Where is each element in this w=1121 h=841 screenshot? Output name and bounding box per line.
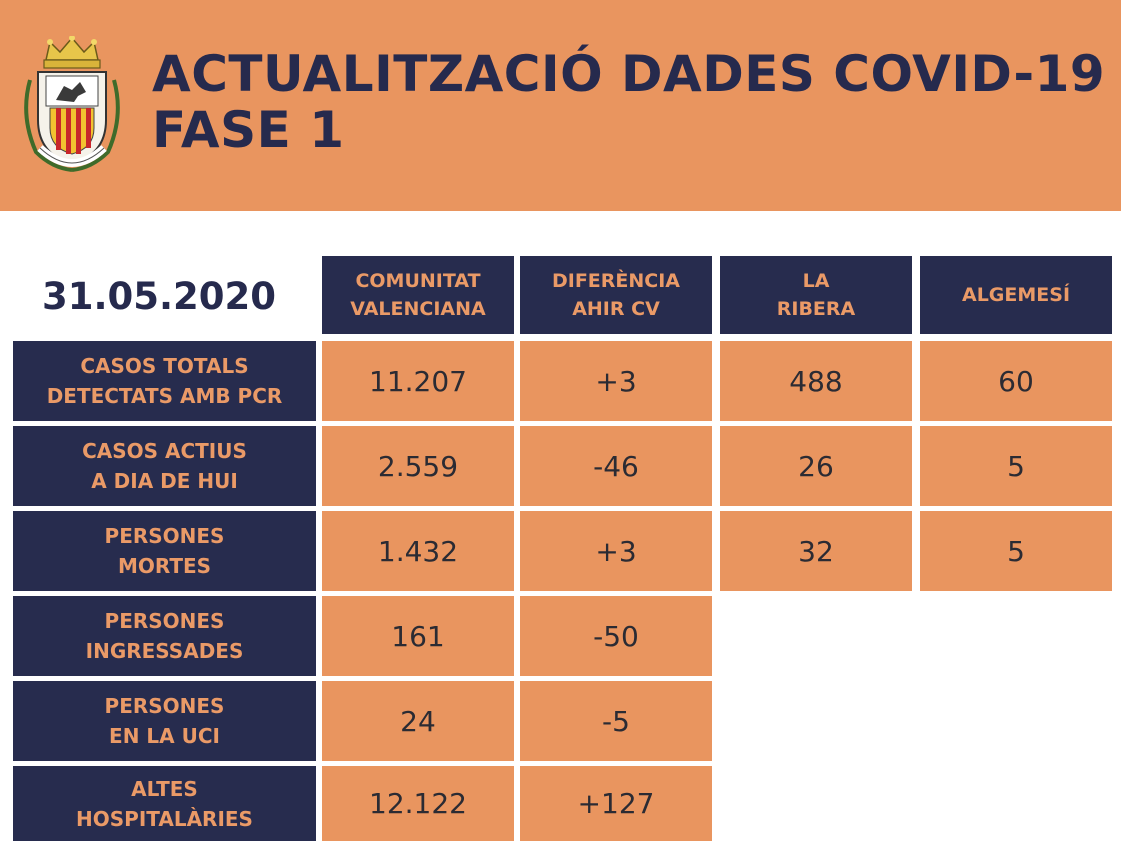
row-header-casos-totals: CASOS TOTALS DETECTATS AMB PCR	[13, 341, 316, 421]
row-header-altes-hospitalaries: ALTES HOSPITALÀRIES	[13, 766, 316, 841]
table-cell: 24	[322, 681, 514, 761]
table-cell: +127	[520, 766, 712, 841]
table-cell: -50	[520, 596, 712, 676]
table-cell: -5	[520, 681, 712, 761]
title-line-1: ACTUALITZACIÓ DADES COVID-19	[152, 45, 1106, 103]
column-header-diferencia-ahir: DIFERÈNCIA AHIR CV	[520, 256, 712, 334]
row-header-casos-actius: CASOS ACTIUS A DIA DE HUI	[13, 426, 316, 506]
table-cell: -46	[520, 426, 712, 506]
table-cell: 26	[720, 426, 912, 506]
table-cell: 11.207	[322, 341, 514, 421]
table-cell: 1.432	[322, 511, 514, 591]
header-banner: ACTUALITZACIÓ DADES COVID-19 FASE 1	[0, 0, 1121, 211]
table-cell: 32	[720, 511, 912, 591]
table-cell: +3	[520, 511, 712, 591]
table-cell: +3	[520, 341, 712, 421]
report-date: 31.05.2020	[41, 274, 277, 318]
title-line-2: FASE 1	[152, 101, 345, 159]
row-header-persones-uci: PERSONES EN LA UCI	[13, 681, 316, 761]
table-cell: 2.559	[322, 426, 514, 506]
table-cell: 161	[322, 596, 514, 676]
column-header-algemesi: ALGEMESÍ	[920, 256, 1112, 334]
table-cell: 5	[920, 511, 1112, 591]
column-header-comunitat-valenciana: COMUNITAT VALENCIANA	[322, 256, 514, 334]
coat-of-arms-logo	[24, 36, 120, 172]
column-header-la-ribera: LA RIBERA	[720, 256, 912, 334]
row-header-persones-ingressades: PERSONES INGRESSADES	[13, 596, 316, 676]
table-cell: 5	[920, 426, 1112, 506]
table-cell: 60	[920, 341, 1112, 421]
page-title: ACTUALITZACIÓ DADES COVID-19 FASE 1	[152, 46, 1105, 158]
row-header-persones-mortes: PERSONES MORTES	[13, 511, 316, 591]
table-cell: 12.122	[322, 766, 514, 841]
table-cell: 488	[720, 341, 912, 421]
